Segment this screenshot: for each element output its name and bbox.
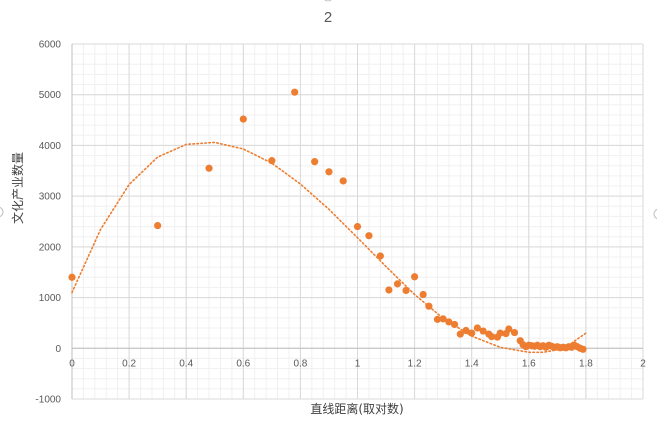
y-tick-label: 4000 xyxy=(39,141,62,152)
selection-handle-right[interactable] xyxy=(653,208,657,220)
data-point xyxy=(205,164,213,172)
data-point xyxy=(291,88,299,96)
data-point xyxy=(385,286,393,294)
y-tick-label: -1000 xyxy=(35,395,61,406)
data-point xyxy=(402,286,410,295)
data-point xyxy=(468,329,476,337)
x-axis-title: 直线距离(取对数) xyxy=(310,401,403,416)
data-point xyxy=(445,318,453,326)
data-point xyxy=(339,177,347,185)
chart-title: 2 xyxy=(324,9,332,26)
data-point xyxy=(473,324,482,332)
y-tick-label: 1000 xyxy=(39,293,62,304)
data-point xyxy=(68,273,76,281)
y-tick-label: 3000 xyxy=(39,192,62,203)
data-point xyxy=(365,232,373,240)
data-point xyxy=(393,280,402,288)
x-tick-label: 1.8 xyxy=(579,358,593,369)
selection-handle-left[interactable] xyxy=(0,206,4,218)
data-point xyxy=(325,168,333,176)
x-tick-label: 0.4 xyxy=(179,358,193,369)
data-point xyxy=(579,345,587,353)
data-point xyxy=(239,115,247,123)
data-point xyxy=(450,320,459,329)
x-tick-label: 0.6 xyxy=(236,358,250,369)
x-tick-label: 0 xyxy=(69,358,75,369)
y-tick-label: 0 xyxy=(55,344,61,355)
data-point xyxy=(505,325,513,333)
data-point xyxy=(439,315,447,323)
x-tick-label: 1.6 xyxy=(522,358,536,369)
y-tick-label: 6000 xyxy=(39,40,62,51)
x-tick-label: 2 xyxy=(640,358,646,369)
data-point xyxy=(353,222,362,231)
data-point xyxy=(510,328,519,337)
tick-labels: 0 0.2 0.4 0.6 0.8 1 1.2 1.4 1.6 1.8 2 -1000 0 1000 200… xyxy=(35,40,646,406)
y-axis-title: 文化产业数量 xyxy=(10,152,25,224)
x-tick-label: 1.4 xyxy=(465,358,479,369)
data-point xyxy=(154,221,162,230)
y-tick-label: 2000 xyxy=(39,242,62,253)
trendline xyxy=(71,141,587,354)
scatter-series xyxy=(68,88,587,353)
data-point xyxy=(311,158,319,166)
data-point xyxy=(419,290,427,299)
selection-handle-top[interactable] xyxy=(323,0,333,2)
data-point xyxy=(496,329,504,337)
data-point xyxy=(268,157,276,165)
grid xyxy=(71,43,644,400)
data-point xyxy=(462,326,470,335)
y-tick-label: 5000 xyxy=(39,90,62,101)
data-point xyxy=(376,252,384,260)
x-tick-label: 0.8 xyxy=(293,358,307,369)
data-point xyxy=(456,330,464,338)
data-point xyxy=(411,273,419,281)
data-point xyxy=(433,315,442,323)
x-tick-label: 1.2 xyxy=(408,358,422,369)
x-tick-label: 1 xyxy=(355,358,361,369)
data-point xyxy=(488,333,496,341)
data-point xyxy=(425,302,433,310)
data-point xyxy=(479,327,487,335)
x-tick-label: 0.2 xyxy=(122,358,136,369)
trendline-path xyxy=(71,141,587,354)
